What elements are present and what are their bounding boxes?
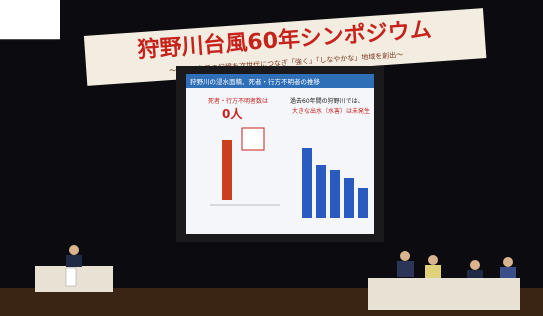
slide-right-note: 大きな出水（水害）は未発生 xyxy=(292,107,370,115)
slide-left-heading: 死者・行方不明者数は xyxy=(208,97,268,105)
page: 狩野川台風60年シンポジウム ～狩野川台風の記憶を次世代につなぎ「強く」「しなや… xyxy=(0,0,543,316)
overlay-box xyxy=(0,0,60,40)
slide-title: 狩野川の浸水面積、死者・行方不明者の推移 xyxy=(190,77,321,86)
panel-table xyxy=(368,278,520,310)
slide-callout xyxy=(242,128,264,150)
slide-left-value: 0人 xyxy=(222,106,243,121)
speaker-head xyxy=(69,245,79,255)
slide-bar xyxy=(222,140,232,200)
speaker-body xyxy=(66,255,82,267)
photo: 狩野川台風60年シンポジウム ～狩野川台風の記憶を次世代につなぎ「強く」「しなや… xyxy=(0,0,543,316)
podium-sign xyxy=(66,268,76,286)
slide-right-heading: 過去60年間の狩野川では、 xyxy=(290,97,364,105)
